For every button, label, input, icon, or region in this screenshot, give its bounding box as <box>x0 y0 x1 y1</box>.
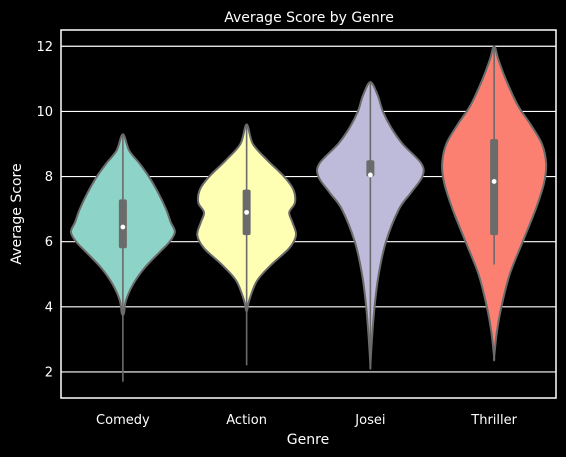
x-tick-label: Josei <box>354 413 385 428</box>
x-tick-label: Comedy <box>96 413 150 428</box>
violins <box>69 45 548 382</box>
y-tick-labels: 2 4 6 8 10 12 <box>36 40 53 381</box>
y-tick-label: 6 <box>45 235 53 250</box>
y-tick-label: 10 <box>36 105 53 120</box>
violin-median-dot <box>244 209 250 215</box>
violin-iqr-box <box>490 139 499 236</box>
x-tick-label: Action <box>226 413 267 428</box>
y-tick-label: 12 <box>36 40 53 55</box>
y-tick-label: 2 <box>45 365 53 380</box>
violin-median-dot <box>491 179 497 184</box>
violin-action <box>196 123 298 366</box>
violin-iqr-box <box>366 160 375 177</box>
chart-title: Average Score by Genre <box>224 10 394 26</box>
plot-frame <box>60 29 557 399</box>
y-tick-label: 4 <box>45 300 53 315</box>
violin-comedy <box>69 133 176 382</box>
x-tick-label: Thriller <box>470 413 517 428</box>
violin-thriller <box>441 45 548 362</box>
y-tick-label: 8 <box>45 170 53 185</box>
y-axis-label: Average Score <box>9 163 25 264</box>
x-tick-labels: Comedy Action Josei Thriller <box>96 413 518 428</box>
violin-iqr-box <box>118 199 127 249</box>
violin-median-dot <box>120 224 126 230</box>
violin-median-dot <box>367 172 373 178</box>
x-axis-label: Genre <box>287 432 329 448</box>
violin-josei <box>316 81 425 370</box>
